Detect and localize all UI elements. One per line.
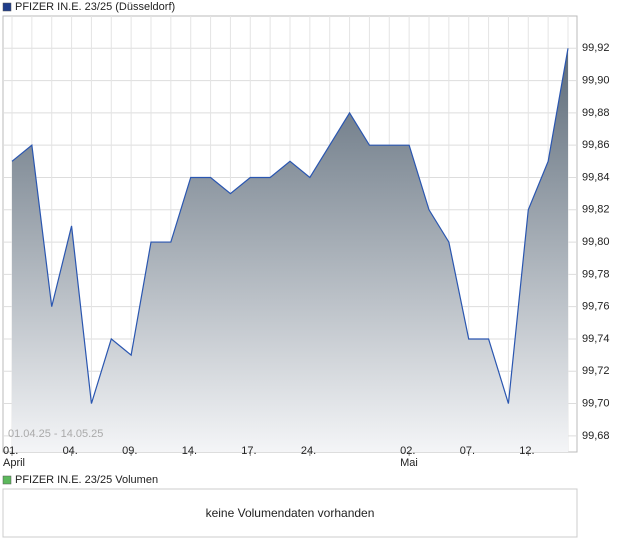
legend-label: PFIZER IN.E. 23/25 (Düsseldorf) (15, 1, 175, 13)
month-label: Mai (400, 457, 418, 469)
y-tick-label: 99,84 (582, 171, 610, 183)
x-tick-label: 24. (301, 445, 316, 457)
y-tick-label: 99,78 (582, 268, 610, 280)
y-tick-label: 99,92 (582, 42, 610, 54)
y-tick-label: 99,80 (582, 236, 610, 248)
x-tick-label: 09. (122, 445, 137, 457)
line (11, 48, 569, 404)
volume-message: keine Volumendaten vorhanden (206, 506, 375, 520)
x-tick-label: 07. (460, 445, 475, 457)
y-tick-label: 99,88 (582, 107, 610, 119)
x-tick-label: 02. (400, 445, 415, 457)
legend-swatch (2, 475, 12, 485)
y-tick-label: 99,74 (582, 333, 610, 345)
month-label: April (3, 457, 25, 469)
y-tick-label: 99,70 (582, 397, 610, 409)
legend-label: PFIZER IN.E. 23/25 Volumen (15, 474, 158, 486)
volume-panel (2, 488, 578, 538)
y-tick-label: 99,86 (582, 139, 610, 151)
x-tick-label: 17. (241, 445, 256, 457)
x-tick-label: 12. (519, 445, 534, 457)
x-tick-label: 04. (63, 445, 78, 457)
y-tick-label: 99,82 (582, 204, 610, 216)
y-tick-label: 99,90 (582, 74, 610, 86)
area (12, 48, 568, 452)
y-tick-label: 99,68 (582, 430, 610, 442)
date-range: 01.04.25 - 14.05.25 (8, 428, 103, 440)
x-tick-label: 01. (3, 445, 18, 457)
x-tick-label: 14. (182, 445, 197, 457)
legend-swatch (2, 2, 12, 12)
y-tick-label: 99,72 (582, 365, 610, 377)
y-tick-label: 99,76 (582, 301, 610, 313)
